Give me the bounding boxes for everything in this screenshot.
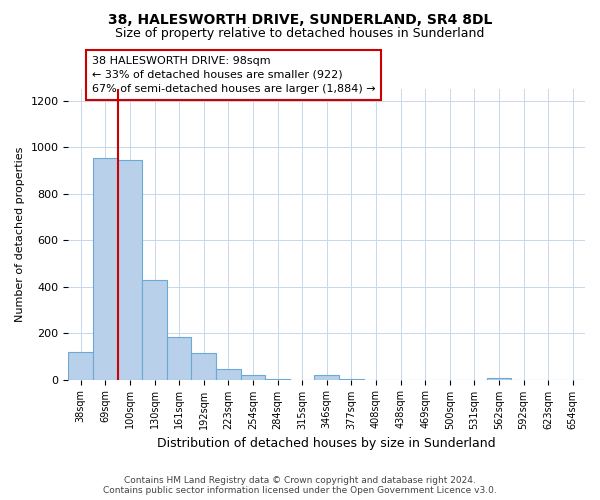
Bar bbox=[314, 376, 339, 380]
Bar bbox=[118, 160, 142, 380]
Text: Contains HM Land Registry data © Crown copyright and database right 2024.
Contai: Contains HM Land Registry data © Crown c… bbox=[103, 476, 497, 495]
Bar bbox=[487, 378, 511, 380]
Bar bbox=[241, 376, 265, 380]
Bar bbox=[265, 379, 290, 380]
Bar bbox=[339, 379, 364, 380]
Text: Size of property relative to detached houses in Sunderland: Size of property relative to detached ho… bbox=[115, 28, 485, 40]
Y-axis label: Number of detached properties: Number of detached properties bbox=[15, 147, 25, 322]
X-axis label: Distribution of detached houses by size in Sunderland: Distribution of detached houses by size … bbox=[157, 437, 496, 450]
Bar bbox=[93, 158, 118, 380]
Bar bbox=[191, 354, 216, 380]
Bar bbox=[216, 368, 241, 380]
Bar bbox=[68, 352, 93, 380]
Bar bbox=[142, 280, 167, 380]
Text: 38, HALESWORTH DRIVE, SUNDERLAND, SR4 8DL: 38, HALESWORTH DRIVE, SUNDERLAND, SR4 8D… bbox=[108, 12, 492, 26]
Bar bbox=[167, 336, 191, 380]
Text: 38 HALESWORTH DRIVE: 98sqm
← 33% of detached houses are smaller (922)
67% of sem: 38 HALESWORTH DRIVE: 98sqm ← 33% of deta… bbox=[92, 56, 376, 94]
